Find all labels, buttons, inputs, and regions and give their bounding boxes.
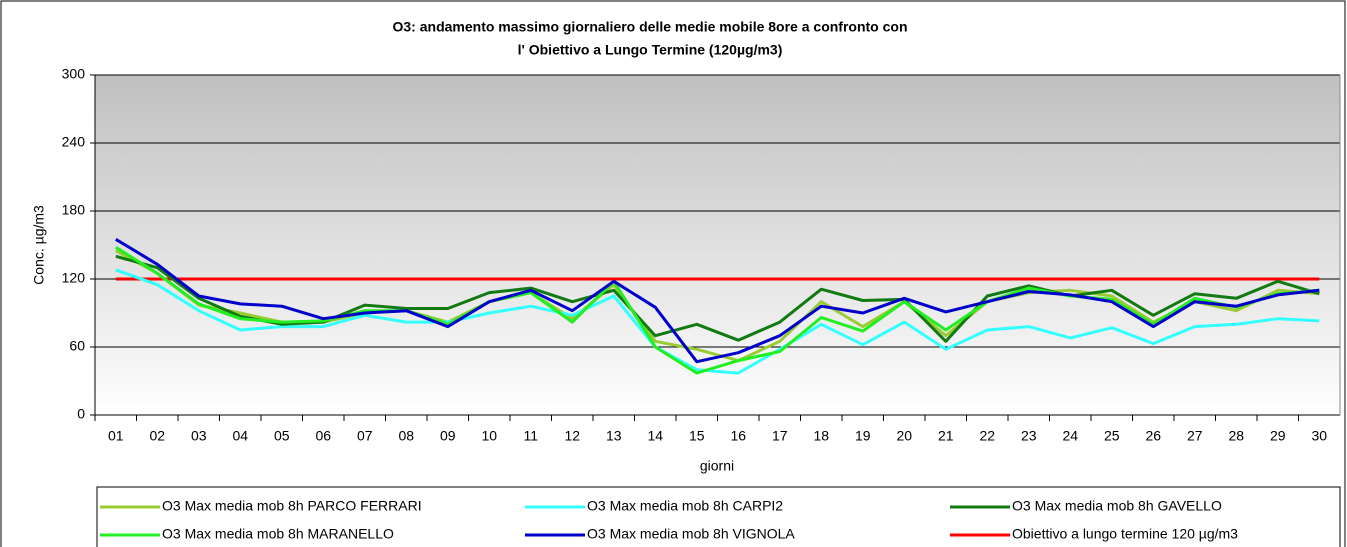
x-tick-label: 16 [730, 428, 746, 444]
x-tick-label: 19 [855, 428, 871, 444]
x-tick-label: 06 [315, 428, 331, 444]
legend-label: O3 Max media mob 8h GAVELLO [1012, 498, 1222, 514]
x-tick-label: 26 [1145, 428, 1161, 444]
x-tick-label: 30 [1311, 428, 1327, 444]
chart-title: O3: andamento massimo giornaliero delle … [393, 19, 908, 35]
x-tick-label: 28 [1228, 428, 1244, 444]
x-axis-label: giorni [700, 458, 734, 474]
legend [96, 486, 1341, 547]
x-tick-label: 25 [1104, 428, 1120, 444]
series-line [115, 238, 1320, 364]
x-tick-label: 23 [1021, 428, 1037, 444]
x-tick-label: 14 [647, 428, 663, 444]
legend-label: O3 Max media mob 8h MARANELLO [162, 526, 394, 542]
y-tick-label: 60 [69, 338, 85, 354]
x-tick-label: 08 [398, 428, 414, 444]
y-tick-label: 0 [77, 406, 85, 422]
legend-label: Obiettivo a lungo termine 120 µg/m3 [1012, 526, 1238, 542]
series-line [115, 246, 1320, 375]
chart-subtitle: l' Obiettivo a Lungo Termine (120µg/m3) [518, 42, 783, 58]
x-tick-label: 17 [772, 428, 788, 444]
plot-area [95, 75, 1340, 415]
y-tick-label: 300 [62, 66, 86, 82]
x-tick-label: 10 [481, 428, 497, 444]
x-tick-label: 07 [357, 428, 373, 444]
legend-label: O3 Max media mob 8h VIGNOLA [587, 526, 795, 542]
x-tick-label: 03 [191, 428, 207, 444]
legend-label: O3 Max media mob 8h CARPI2 [587, 498, 783, 514]
x-tick-label: 29 [1270, 428, 1286, 444]
x-tick-label: 15 [689, 428, 705, 444]
legend-label: O3 Max media mob 8h PARCO FERRARI [162, 498, 422, 514]
x-tick-label: 12 [564, 428, 580, 444]
x-tick-label: 27 [1187, 428, 1203, 444]
x-tick-label: 11 [523, 428, 538, 444]
y-axis-label: Conc. µg/m3 [31, 205, 47, 285]
x-tick-label: 01 [108, 428, 124, 444]
y-tick-label: 240 [62, 134, 86, 150]
x-tick-label: 13 [606, 428, 622, 444]
x-tick-label: 09 [440, 428, 456, 444]
x-tick-label: 24 [1062, 428, 1078, 444]
x-tick-label: 21 [938, 428, 954, 444]
x-tick-label: 02 [149, 428, 165, 444]
y-tick-label: 120 [62, 270, 86, 286]
x-tick-label: 18 [813, 428, 829, 444]
y-tick-label: 180 [62, 202, 86, 218]
series-line [115, 268, 1320, 375]
x-tick-label: 05 [274, 428, 290, 444]
x-tick-label: 04 [232, 428, 248, 444]
x-tick-label: 22 [979, 428, 995, 444]
x-tick-label: 20 [896, 428, 912, 444]
